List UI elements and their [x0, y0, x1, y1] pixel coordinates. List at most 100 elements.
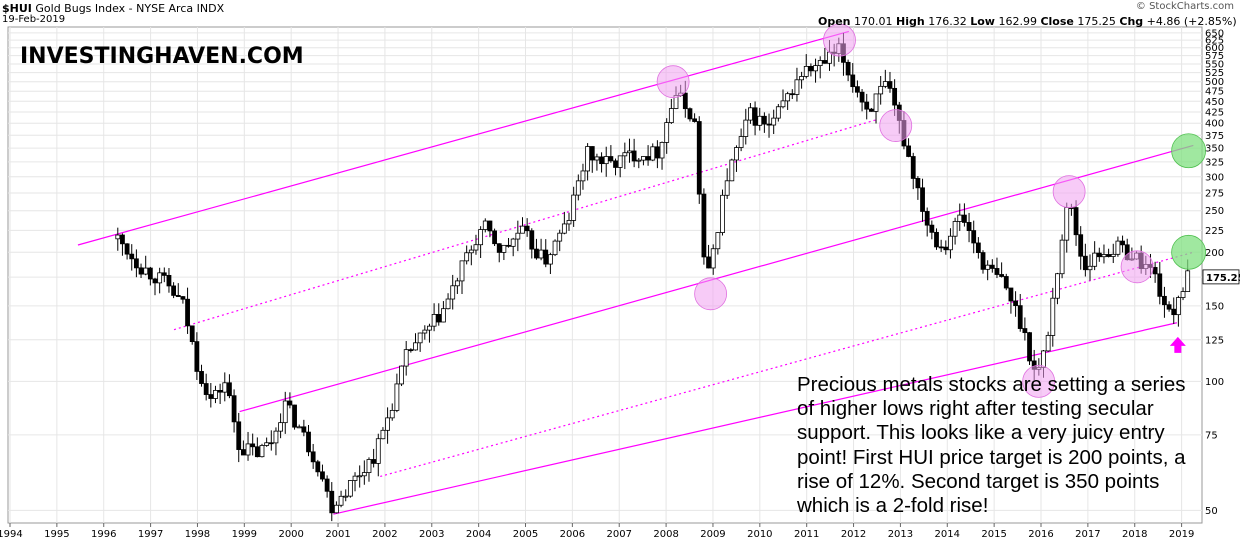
- candle-body: [971, 230, 977, 244]
- candle-body: [408, 349, 414, 352]
- annotation-line: of higher lows right after testing secul…: [797, 397, 1154, 421]
- candle-body: [347, 480, 353, 497]
- y-tick-label: 375: [1205, 131, 1224, 142]
- channel-midline: [173, 118, 878, 331]
- candle-body: [310, 451, 316, 463]
- y-tick-label: 350: [1205, 144, 1224, 155]
- candle-body: [668, 108, 674, 124]
- candle-body: [213, 390, 218, 399]
- candle-body: [394, 383, 400, 411]
- candle-body: [138, 267, 144, 275]
- y-tick-label: 650: [1205, 28, 1224, 39]
- candle-body: [287, 400, 293, 406]
- brand-watermark: INVESTINGHAVEN.COM: [20, 44, 304, 69]
- candle-body: [185, 298, 190, 327]
- close-label: Close: [1040, 15, 1074, 28]
- pink-marker: [656, 65, 690, 99]
- candle-body: [450, 285, 456, 300]
- candle-body: [566, 220, 572, 225]
- annotation-line: which is a 2-fold rise!: [797, 494, 989, 518]
- pink-marker: [1052, 175, 1086, 209]
- candle-body: [161, 272, 167, 276]
- candle-body: [641, 156, 646, 161]
- candle-body: [822, 60, 828, 64]
- candle-body: [180, 296, 186, 300]
- candle-body: [1059, 239, 1065, 275]
- x-tick-label: 1997: [138, 529, 163, 540]
- candle-body: [492, 230, 497, 245]
- y-tick-label: 600: [1205, 43, 1224, 54]
- candle-body: [561, 223, 567, 234]
- low-label: Low: [970, 15, 995, 28]
- candle-body: [994, 268, 1000, 275]
- pink-marker: [823, 23, 856, 57]
- candle-body: [1180, 291, 1186, 298]
- candle-body: [1022, 328, 1028, 334]
- x-tick-label: 1999: [232, 529, 257, 540]
- x-tick-label: 2014: [935, 529, 960, 540]
- candle-body: [580, 170, 586, 182]
- candle-body: [338, 495, 344, 506]
- candle-body: [208, 394, 214, 399]
- candle-body: [245, 443, 251, 456]
- candle-body: [855, 86, 860, 93]
- candle-body: [985, 264, 991, 270]
- candle-body: [1092, 252, 1098, 267]
- y-tick-label: 500: [1205, 77, 1224, 88]
- candle-body: [254, 446, 260, 458]
- candle-body: [720, 194, 725, 233]
- candle-body: [1041, 350, 1046, 368]
- last-price-tag: [1202, 269, 1240, 285]
- candle-body: [608, 156, 614, 162]
- x-tick-label: 2010: [747, 529, 772, 540]
- candle-body: [1175, 297, 1181, 316]
- x-tick-label: 2004: [466, 529, 491, 540]
- candle-body: [510, 238, 516, 247]
- y-tick-label: 150: [1205, 301, 1224, 312]
- candle-body: [282, 400, 288, 424]
- candle-body: [194, 341, 200, 372]
- candle-body: [506, 244, 511, 247]
- candle-body: [403, 349, 409, 367]
- candle-body: [1152, 267, 1158, 275]
- x-tick-label: 2005: [513, 529, 538, 540]
- candle-body: [552, 240, 558, 256]
- candle-body: [422, 329, 428, 334]
- pink-marker: [694, 277, 728, 311]
- candle-body: [1027, 332, 1032, 362]
- candle-body: [329, 490, 335, 514]
- x-tick-label: 2013: [888, 529, 913, 540]
- y-tick-label: 300: [1205, 172, 1224, 183]
- candle-body: [1101, 254, 1107, 258]
- candle-body: [529, 230, 535, 250]
- candle-body: [1082, 255, 1088, 271]
- candle-body: [999, 274, 1005, 277]
- candle-body: [124, 243, 130, 255]
- candle-body: [575, 180, 581, 196]
- candle-body: [682, 92, 688, 110]
- candle-body: [292, 404, 297, 428]
- candle-body: [710, 248, 716, 269]
- candle-body: [557, 232, 563, 242]
- candle-body: [427, 325, 432, 331]
- candle-body: [236, 421, 242, 450]
- candle-body: [664, 122, 670, 143]
- x-tick-label: 1996: [91, 529, 116, 540]
- candle-body: [468, 249, 474, 254]
- candle-body: [650, 146, 656, 161]
- annotation-text: Precious metals stocks are setting a ser…: [797, 373, 1237, 518]
- candle-body: [417, 332, 423, 344]
- chg-value: +4.86 (+2.85%): [1146, 15, 1237, 28]
- candle-body: [924, 211, 930, 226]
- candle-body: [413, 342, 418, 351]
- x-tick-label: 1994: [0, 529, 23, 540]
- y-tick-label: 200: [1205, 248, 1224, 259]
- candle-body: [357, 475, 363, 478]
- candle-body: [320, 471, 325, 480]
- chart-title: $HUI Gold Bugs Index - NYSE Arca INDX: [2, 2, 224, 15]
- candle-body: [157, 272, 163, 284]
- candle-body: [399, 365, 404, 385]
- candle-body: [845, 61, 851, 76]
- candle-body: [133, 258, 139, 269]
- candle-body: [1096, 252, 1102, 258]
